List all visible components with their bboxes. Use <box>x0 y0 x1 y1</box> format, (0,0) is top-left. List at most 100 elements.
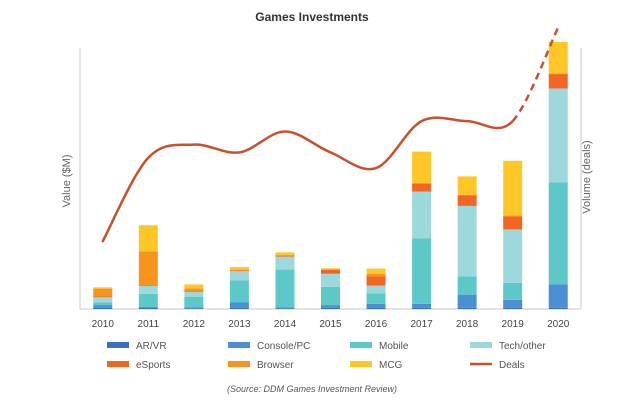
bar-segment-mobile-2014 <box>275 269 295 308</box>
bar-segment-browser-2010 <box>93 288 113 297</box>
y-axis-label-right: Volume (deals) <box>581 140 593 213</box>
bar-segment-console-pc-2015 <box>321 305 340 308</box>
bar-segment-esports-2019 <box>503 216 523 230</box>
bar-segment-mcg-2020 <box>548 42 568 74</box>
legend-swatch-console-pc <box>228 342 250 348</box>
source-note: (Source: DDM Games Investment Review) <box>227 384 397 394</box>
bar-segment-esports-2014 <box>275 255 295 257</box>
bar-segment-browser-2013 <box>229 269 249 271</box>
legend-label-tech-other: Tech/other <box>499 341 546 352</box>
x-tick-label-2016: 2016 <box>365 319 388 330</box>
bar-segment-esports-2013 <box>229 270 249 272</box>
bar-segment-ar-vr-2010 <box>93 307 113 309</box>
bar-segment-ar-vr-2020 <box>548 307 568 309</box>
bar-segment-browser-2017 <box>412 182 432 184</box>
bar-segment-mobile-2020 <box>548 182 568 285</box>
bar-segment-tech-other-2014 <box>275 256 295 270</box>
bar-segment-browser-2012 <box>184 288 204 291</box>
legend-swatch-mobile <box>350 342 372 348</box>
bar-segment-console-pc-2013 <box>229 302 249 308</box>
bar-segment-console-pc-2014 <box>275 307 295 309</box>
bar-segment-ar-vr-2016 <box>366 307 386 309</box>
bar-segment-browser-2015 <box>321 269 340 270</box>
bar-segment-ar-vr-2017 <box>412 307 432 309</box>
bar-segment-ar-vr-2013 <box>229 307 249 309</box>
bar-segment-esports-2010 <box>93 296 113 298</box>
bar-segment-mobile-2010 <box>93 302 113 306</box>
x-tick-label-2010: 2010 <box>92 319 115 330</box>
x-tick-label-2020: 2020 <box>547 319 570 330</box>
bar-segment-mobile-2016 <box>366 293 386 304</box>
bar-segment-console-pc-2020 <box>548 284 568 308</box>
x-tick-label-2012: 2012 <box>183 319 206 330</box>
chart-title: Games Investments <box>255 10 369 24</box>
bar-segment-mcg-2018 <box>457 176 477 195</box>
bar-segment-mobile-2017 <box>412 238 432 304</box>
legend-label-browser: Browser <box>257 360 294 371</box>
bar-segment-mcg-2013 <box>229 266 249 270</box>
legend-swatch-browser <box>228 361 250 367</box>
bar-segment-tech-other-2011 <box>138 286 158 294</box>
legend-label-console-pc: Console/PC <box>257 341 310 352</box>
bar-segment-ar-vr-2018 <box>457 307 477 309</box>
bar-segment-console-pc-2011 <box>138 306 158 308</box>
bar-segment-console-pc-2019 <box>503 299 523 308</box>
deals-line <box>101 26 560 243</box>
legend-label-esports: eSports <box>136 360 170 371</box>
bar-segment-ar-vr-2014 <box>275 308 295 309</box>
bar-segment-esports-2020 <box>548 74 568 89</box>
bar-segment-esports-2012 <box>184 290 204 292</box>
bar-segment-esports-2015 <box>321 269 340 274</box>
legend-swatch-mcg <box>350 361 372 367</box>
bar-segment-mcg-2010 <box>93 287 113 289</box>
x-tick-label-2017: 2017 <box>410 319 433 330</box>
bar-segment-ar-vr-2019 <box>503 307 523 309</box>
bar-segment-mobile-2018 <box>457 276 477 295</box>
bar-segment-browser-2020 <box>548 73 568 75</box>
legend-label-deals: Deals <box>499 360 525 371</box>
bar-segment-esports-2016 <box>366 276 386 286</box>
x-tick-label-2011: 2011 <box>138 319 160 330</box>
bar-segment-console-pc-2012 <box>184 307 204 309</box>
x-tick-label-2015: 2015 <box>319 319 342 330</box>
bar-segment-mobile-2015 <box>321 286 340 306</box>
bar-segment-console-pc-2017 <box>412 303 432 308</box>
bar-segment-tech-other-2020 <box>548 88 568 183</box>
bar-segment-browser-2019 <box>503 215 523 217</box>
bar-segment-mobile-2013 <box>229 280 249 303</box>
bar-segment-mcg-2011 <box>138 225 158 252</box>
bar-segment-console-pc-2016 <box>366 303 386 308</box>
x-tick-label-2018: 2018 <box>456 319 479 330</box>
x-tick-labels: 2010 2011 2012 2013 2014 2015 2016 2017 2018 2019… <box>92 319 570 330</box>
bar-segment-tech-other-2012 <box>184 291 204 297</box>
bar-segment-esports-2017 <box>412 183 432 192</box>
legend-label-mcg: MCG <box>379 360 403 371</box>
bar-segment-mcg-2016 <box>366 268 386 274</box>
bar-segment-tech-other-2019 <box>503 229 523 283</box>
bar-segment-tech-other-2010 <box>93 297 113 303</box>
bar-segment-tech-other-2018 <box>457 205 477 277</box>
bar-segment-mcg-2015 <box>321 268 340 270</box>
bar-segment-tech-other-2013 <box>229 271 249 281</box>
bar-segment-browser-2011 <box>138 251 158 286</box>
bar-segment-mobile-2011 <box>138 293 158 307</box>
x-tick-label-2019: 2019 <box>502 319 525 330</box>
bar-segment-browser-2016 <box>366 273 386 277</box>
bar-segment-tech-other-2016 <box>366 285 386 294</box>
x-tick-label-2014: 2014 <box>274 319 297 330</box>
bar-segment-ar-vr-2011 <box>138 307 158 309</box>
bar-segment-mcg-2014 <box>275 252 295 255</box>
legend-swatch-esports <box>107 361 129 367</box>
bar-segment-mcg-2012 <box>184 284 204 289</box>
bar-segment-console-pc-2010 <box>93 305 113 308</box>
bar-segment-esports-2018 <box>457 195 477 206</box>
bar-stacks <box>93 42 568 309</box>
bar-segment-mcg-2019 <box>503 160 523 216</box>
bar-segment-mcg-2017 <box>412 151 432 183</box>
deals-line-actual <box>101 116 514 243</box>
legend-swatch-tech-other <box>470 342 492 348</box>
bar-segment-ar-vr-2015 <box>321 307 340 309</box>
legend: AR/VR Console/PC Mobile Tech/other eSports Br… <box>107 341 546 371</box>
bar-segment-mobile-2012 <box>184 296 204 308</box>
